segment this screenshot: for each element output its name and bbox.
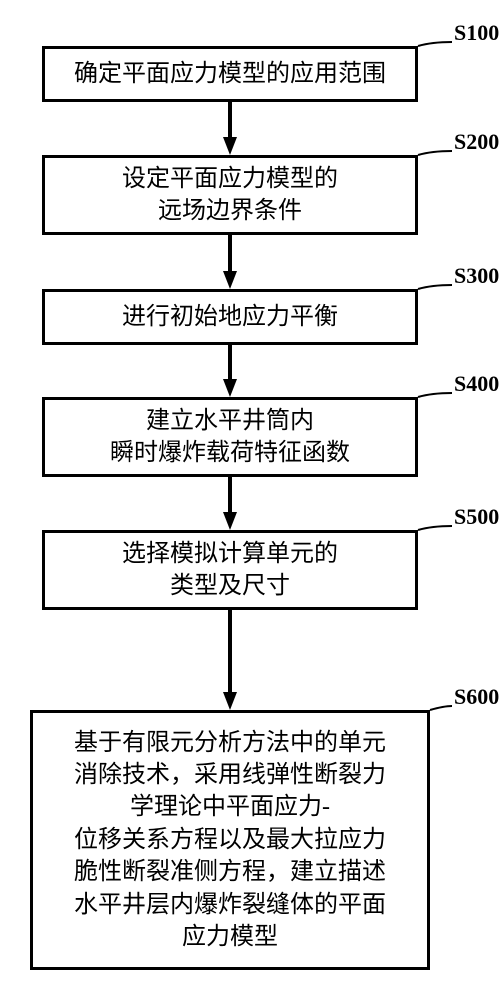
arrow-head-3 [223, 512, 237, 530]
flowchart-box-s300: 进行初始地应力平衡 [42, 289, 418, 345]
step-label-s200: S200 [454, 129, 499, 155]
box-text: 设定平面应力模型的 远场边界条件 [122, 163, 338, 228]
step-label-s400: S400 [454, 371, 499, 397]
flowchart-canvas: 确定平面应力模型的应用范围设定平面应力模型的 远场边界条件进行初始地应力平衡建立… [0, 0, 501, 1000]
flowchart-box-s500: 选择模拟计算单元的 类型及尺寸 [42, 530, 418, 610]
arrow-shaft-2 [228, 345, 232, 379]
box-text: 确定平面应力模型的应用范围 [74, 58, 386, 90]
arrow-shaft-0 [228, 102, 232, 137]
step-label-s500: S500 [454, 504, 499, 530]
box-text: 基于有限元分析方法中的单元 消除技术，采用线弹性断裂力 学理论中平面应力- 位移… [74, 727, 386, 954]
arrow-shaft-3 [228, 477, 232, 512]
flowchart-box-s100: 确定平面应力模型的应用范围 [42, 46, 418, 102]
arrow-head-2 [223, 379, 237, 397]
arrow-shaft-1 [228, 235, 232, 271]
arrow-head-0 [223, 137, 237, 155]
step-label-s100: S100 [454, 20, 499, 46]
arrow-head-1 [223, 271, 237, 289]
step-label-s600: S600 [454, 684, 499, 710]
box-text: 进行初始地应力平衡 [122, 301, 338, 333]
arrow-head-4 [223, 692, 237, 710]
flowchart-box-s200: 设定平面应力模型的 远场边界条件 [42, 155, 418, 235]
flowchart-box-s400: 建立水平井筒内 瞬时爆炸载荷特征函数 [42, 397, 418, 477]
arrow-shaft-4 [228, 610, 232, 692]
flowchart-box-s600: 基于有限元分析方法中的单元 消除技术，采用线弹性断裂力 学理论中平面应力- 位移… [30, 710, 430, 970]
box-text: 选择模拟计算单元的 类型及尺寸 [122, 538, 338, 603]
box-text: 建立水平井筒内 瞬时爆炸载荷特征函数 [110, 405, 350, 470]
step-label-s300: S300 [454, 263, 499, 289]
